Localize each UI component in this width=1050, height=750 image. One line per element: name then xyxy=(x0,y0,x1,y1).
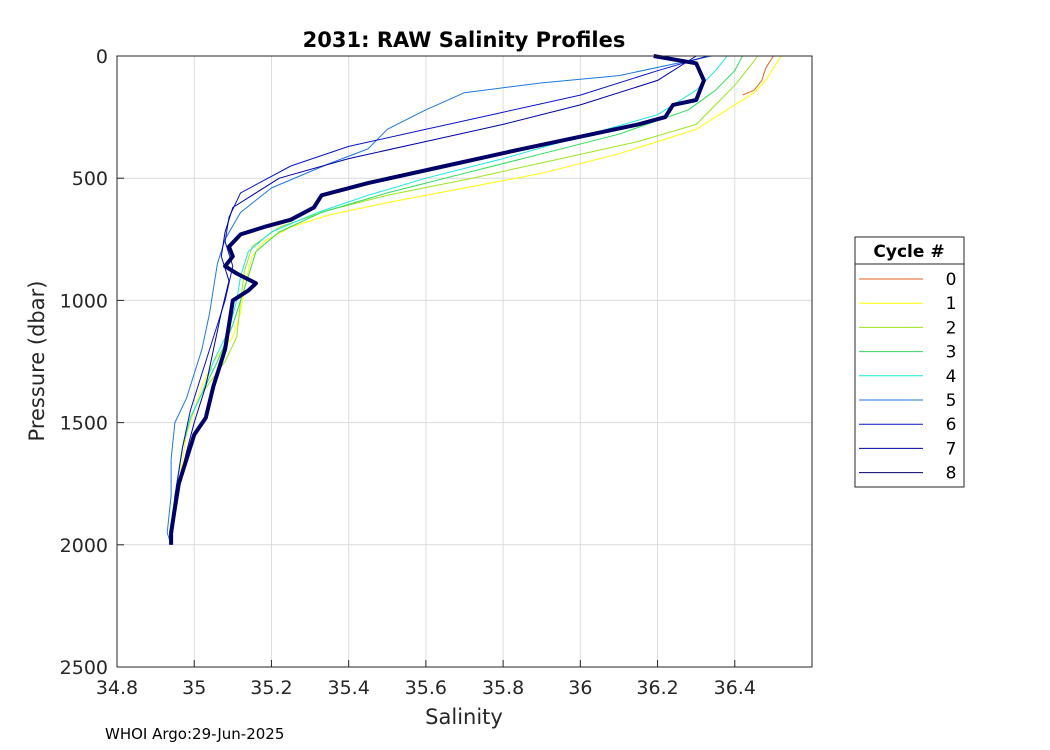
y-tick-label: 500 xyxy=(72,168,108,190)
legend-label-cycle-0: 0 xyxy=(946,270,957,290)
y-tick-label: 0 xyxy=(96,46,108,68)
x-tick-label: 35.4 xyxy=(328,677,370,699)
legend-label-cycle-2: 2 xyxy=(946,318,957,338)
legend-label-cycle-6: 6 xyxy=(946,415,957,435)
x-axis-label: Salinity xyxy=(425,705,503,729)
footer-credit: WHOI Argo:29-Jun-2025 xyxy=(105,725,285,743)
x-tick-label: 35.2 xyxy=(250,677,292,699)
legend-label-cycle-1: 1 xyxy=(946,294,957,314)
legend-label-cycle-8: 8 xyxy=(946,464,957,484)
x-tick-label: 36.4 xyxy=(714,677,756,699)
chart-title: 2031: RAW Salinity Profiles xyxy=(303,28,626,52)
legend-title: Cycle # xyxy=(873,242,944,262)
x-tick-label: 35 xyxy=(182,677,206,699)
series-line-cycle-6 xyxy=(170,55,708,545)
axis-ticks: 34.8 35 35.2 35.4 35.6 35.8 36 36.2 36.4 0 500 1000… xyxy=(60,46,756,699)
legend-items: 0 1 2 3 4 5 6 7 8 xyxy=(859,270,956,484)
x-tick-label: 36 xyxy=(568,677,592,699)
plot-area-frame xyxy=(116,55,813,668)
series-line-cycle-8 xyxy=(169,54,706,545)
y-tick-label: 2500 xyxy=(60,657,108,679)
x-tick-label: 34.8 xyxy=(96,677,138,699)
legend-label-cycle-5: 5 xyxy=(946,391,957,411)
x-tick-label: 36.2 xyxy=(636,677,678,699)
series-line-cycle-1 xyxy=(170,55,782,545)
series-line-cycle-0 xyxy=(742,55,774,96)
series-line-cycle-7 xyxy=(170,55,697,545)
y-tick-label: 1500 xyxy=(60,413,108,435)
legend-label-cycle-7: 7 xyxy=(946,439,957,459)
y-tick-label: 1000 xyxy=(60,290,108,312)
y-axis-label: Pressure (dbar) xyxy=(25,281,49,442)
x-tick-label: 35.8 xyxy=(482,677,524,699)
x-tick-label: 35.6 xyxy=(405,677,447,699)
legend: Cycle # 0 1 2 3 4 5 6 7 8 xyxy=(854,236,965,488)
y-tick-label: 2000 xyxy=(60,535,108,557)
plot-lines xyxy=(166,54,782,545)
legend-label-cycle-3: 3 xyxy=(946,343,957,363)
legend-label-cycle-4: 4 xyxy=(946,367,957,387)
